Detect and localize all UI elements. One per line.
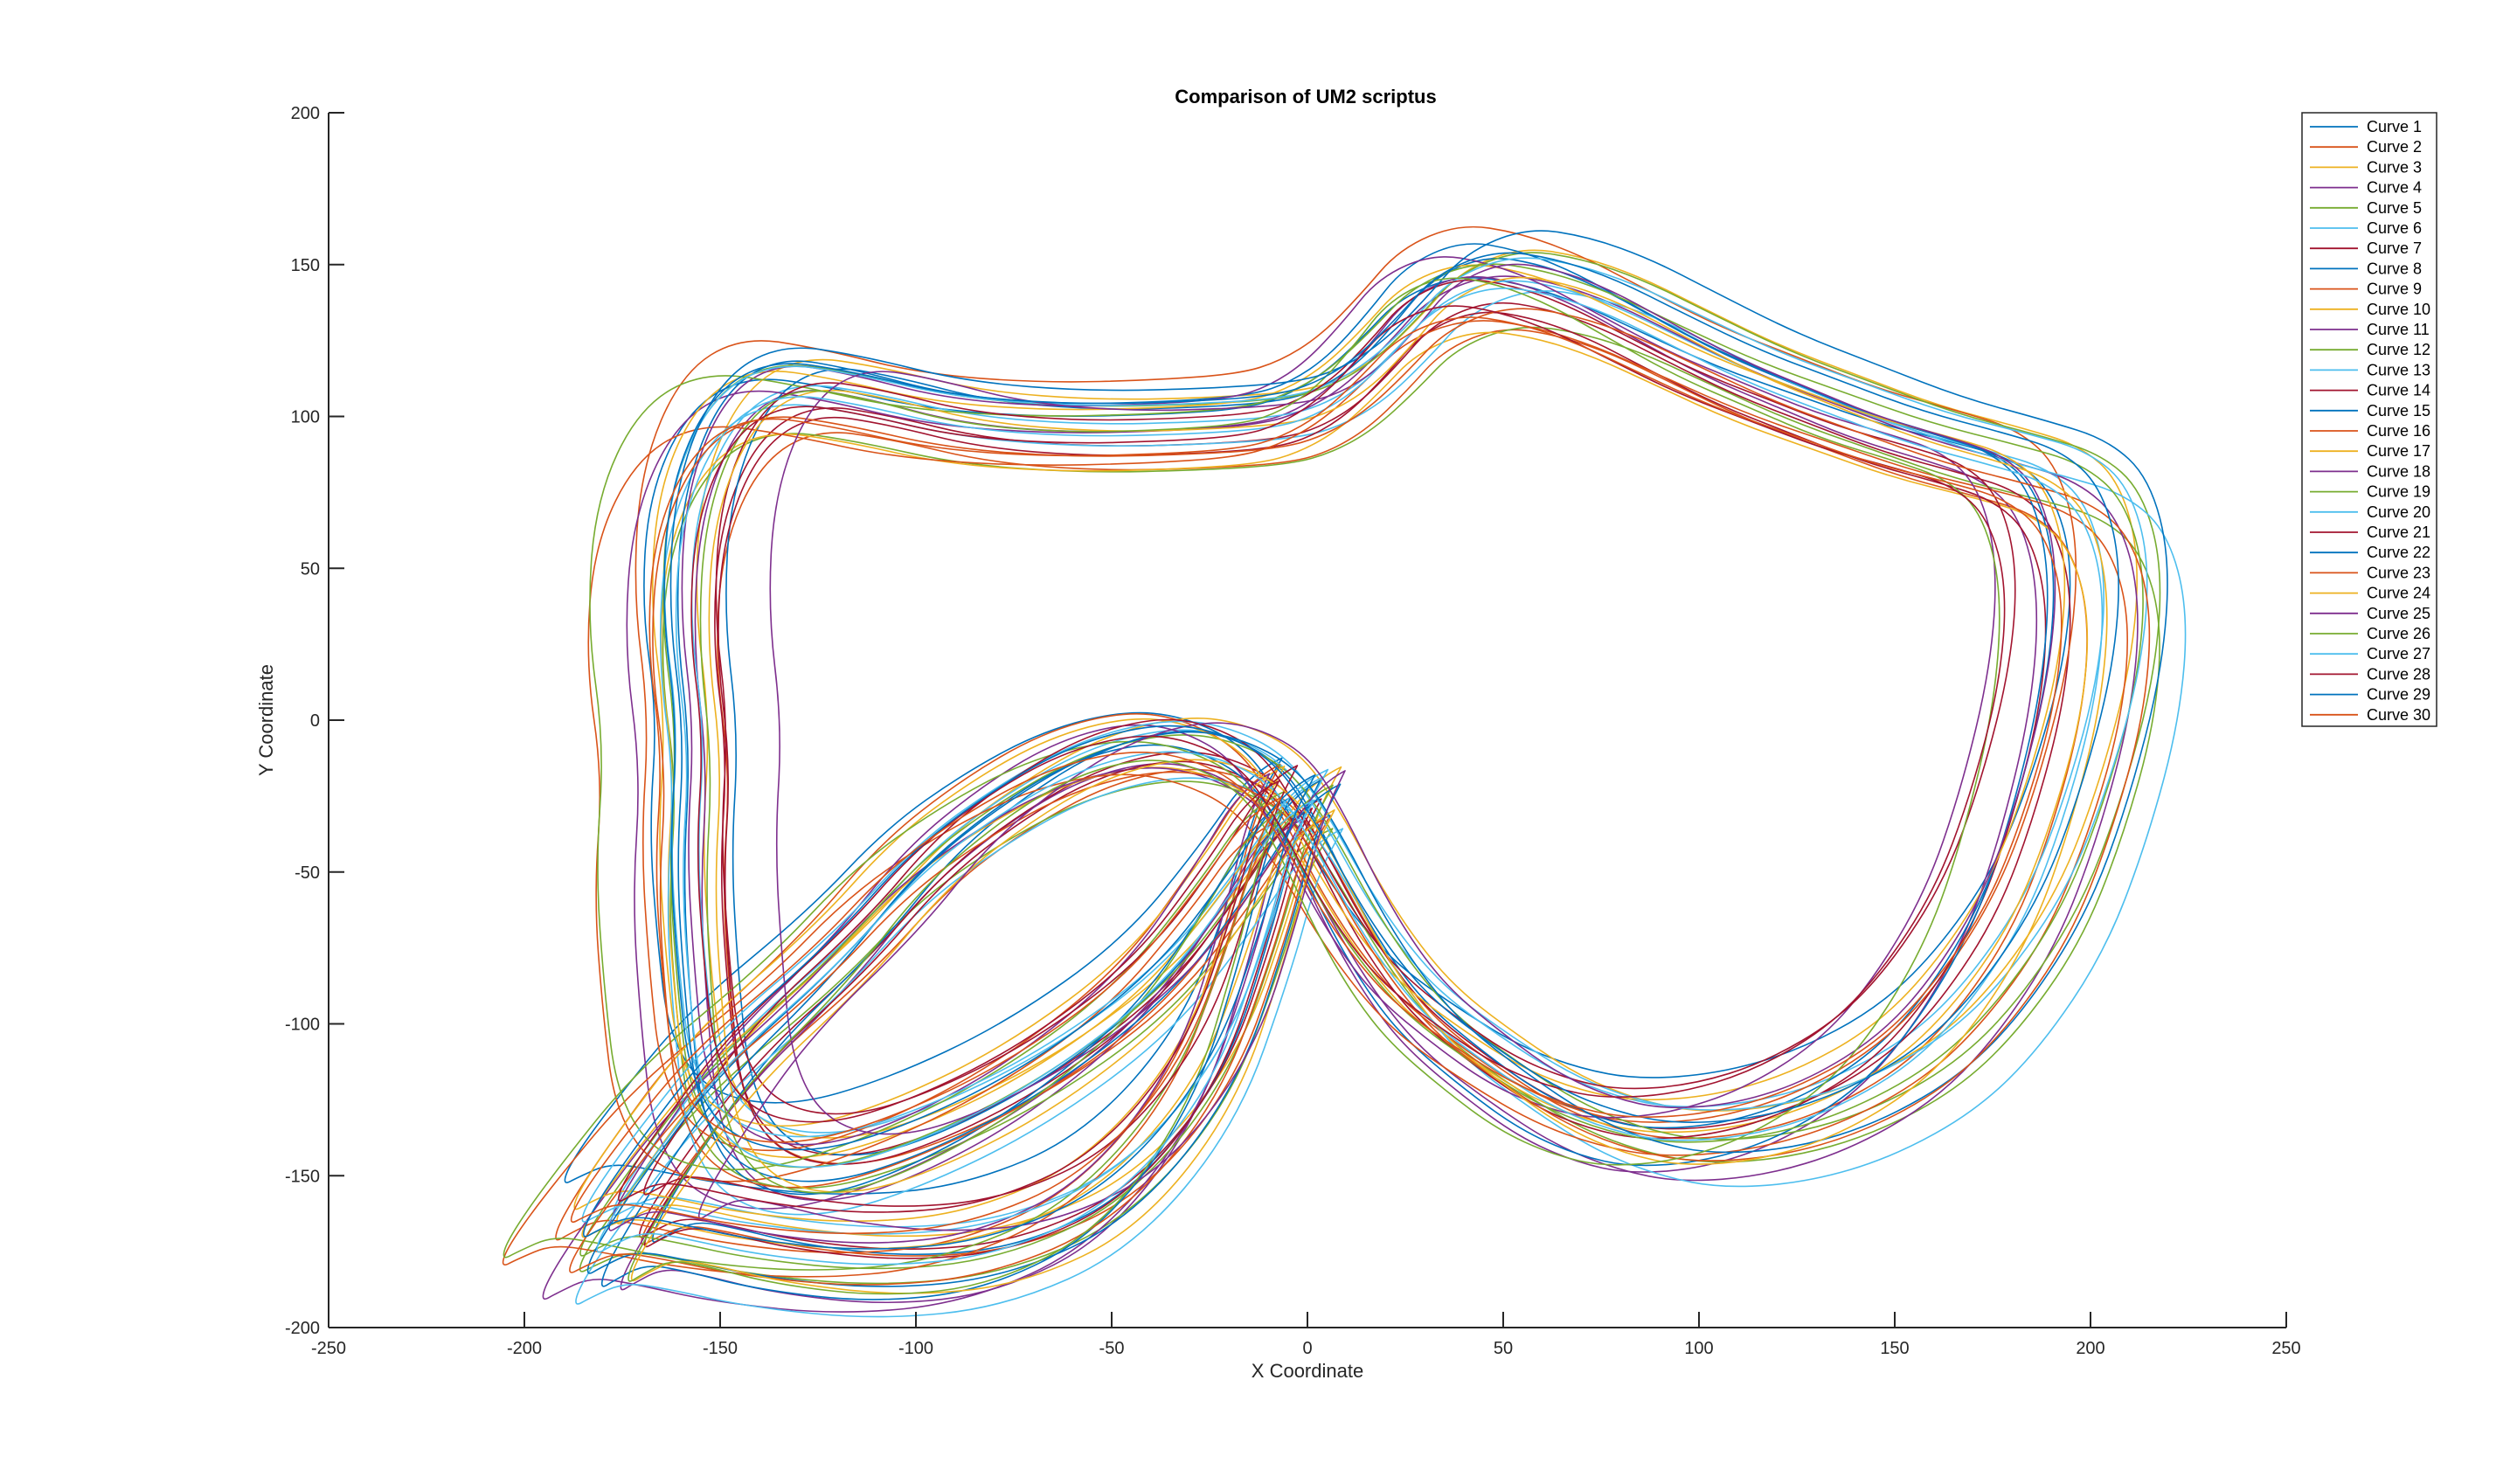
- legend-label: Curve 8: [2367, 260, 2422, 277]
- legend-label: Curve 26: [2367, 625, 2430, 642]
- legend-box: [2301, 112, 2437, 727]
- legend-label: Curve 19: [2367, 483, 2430, 501]
- legend-label: Curve 6: [2367, 219, 2422, 237]
- legend-label: Curve 29: [2367, 686, 2430, 704]
- y-tick-label: -50: [295, 863, 320, 883]
- legend-label: Curve 5: [2367, 199, 2422, 217]
- x-tick-label: -250: [311, 1339, 346, 1358]
- curve-17: [573, 264, 2066, 1223]
- legend-label: Curve 22: [2367, 544, 2430, 561]
- legend-label: Curve 18: [2367, 462, 2430, 480]
- curve-1: [564, 277, 2071, 1195]
- legend-label: Curve 30: [2367, 706, 2430, 724]
- legend-label: Curve 4: [2367, 179, 2422, 197]
- curve-6: [613, 280, 2104, 1228]
- x-tick-label: 200: [2076, 1339, 2104, 1358]
- legend: Curve 1 Curve 2 Curve 3 Curve 4 Curve 5 Curve…: [2301, 112, 2437, 727]
- legend-label: Curve 17: [2367, 442, 2430, 460]
- legend-label: Curve 21: [2367, 524, 2430, 541]
- y-tick-label: 50: [301, 559, 320, 579]
- curve-7: [638, 302, 2071, 1250]
- x-tick-label: 150: [1880, 1339, 1909, 1358]
- x-tick-label: 50: [1494, 1339, 1513, 1358]
- curve-27: [596, 288, 2104, 1266]
- legend-label: Curve 16: [2367, 422, 2430, 440]
- curve-18: [608, 256, 1996, 1244]
- curve-20: [581, 257, 2148, 1235]
- curve-29: [582, 252, 2119, 1250]
- legend-label: Curve 24: [2367, 585, 2430, 602]
- x-tick-label: -50: [1099, 1339, 1125, 1358]
- legend-label: Curve 20: [2367, 503, 2430, 521]
- curves: [502, 225, 2187, 1318]
- x-tick-label: 100: [1684, 1339, 1713, 1358]
- legend-label: Curve 2: [2367, 138, 2422, 156]
- curve-21: [643, 279, 2016, 1207]
- x-tick-label: -150: [703, 1339, 738, 1358]
- curve-11: [542, 275, 2139, 1313]
- x-ticks: -250 -200 -150 -100 -50 0 50 100 150 200 250: [311, 1312, 2301, 1358]
- legend-label: Curve 23: [2367, 564, 2430, 581]
- legend-label: Curve 14: [2367, 382, 2430, 399]
- curve-26: [628, 277, 2000, 1295]
- legend-label: Curve 3: [2367, 158, 2422, 176]
- y-ticks: -200 -150 -100 -50 0 50 100 150 200: [285, 104, 344, 1338]
- legend-label: Curve 12: [2367, 341, 2430, 358]
- x-axis-label: X Coordinate: [1252, 1360, 1363, 1382]
- x-tick-label: -100: [898, 1339, 933, 1358]
- legend-label: Curve 9: [2367, 281, 2422, 298]
- curve-19: [503, 263, 2144, 1271]
- legend-label: Curve 1: [2367, 118, 2422, 135]
- legend-label: Curve 15: [2367, 402, 2430, 420]
- curve-12: [579, 252, 2161, 1270]
- curve-22: [586, 230, 2168, 1287]
- curve-23: [569, 308, 2151, 1286]
- plot-area: -250 -200 -150 -100 -50 0 50 100 150 200 250 -200-…: [285, 104, 2301, 1358]
- curve-25: [697, 263, 2056, 1231]
- legend-label: Curve 7: [2367, 239, 2422, 257]
- y-tick-label: -200: [285, 1319, 320, 1338]
- y-axis-label: Y Coordinate: [255, 664, 277, 776]
- y-tick-label: 200: [291, 104, 320, 123]
- legend-label: Curve 10: [2367, 301, 2430, 318]
- x-tick-label: 250: [2271, 1339, 2300, 1358]
- chart-title: Comparison of UM2 scriptus: [1175, 86, 1436, 107]
- legend-label: Curve 27: [2367, 645, 2430, 662]
- x-tick-label: 0: [1302, 1339, 1312, 1358]
- legend-label: Curve 13: [2367, 361, 2430, 378]
- curve-16: [502, 320, 2129, 1278]
- y-tick-label: -150: [285, 1167, 320, 1186]
- curve-14: [643, 311, 2047, 1259]
- legend-label: Curve 11: [2367, 321, 2430, 338]
- curve-24: [630, 276, 2108, 1294]
- x-tick-label: -200: [507, 1339, 542, 1358]
- curve-15: [600, 243, 2049, 1300]
- legend-items: Curve 1 Curve 2 Curve 3 Curve 4 Curve 5 Curve…: [2310, 118, 2430, 724]
- y-tick-label: 0: [310, 711, 320, 731]
- legend-label: Curve 25: [2367, 605, 2430, 622]
- y-tick-label: 100: [291, 408, 320, 427]
- y-tick-label: -100: [285, 1016, 320, 1035]
- curve-30: [570, 316, 2063, 1235]
- curve-9: [555, 225, 2077, 1254]
- legend-label: Curve 28: [2367, 665, 2430, 683]
- curve-28: [618, 305, 2006, 1213]
- y-tick-label: 150: [291, 256, 320, 275]
